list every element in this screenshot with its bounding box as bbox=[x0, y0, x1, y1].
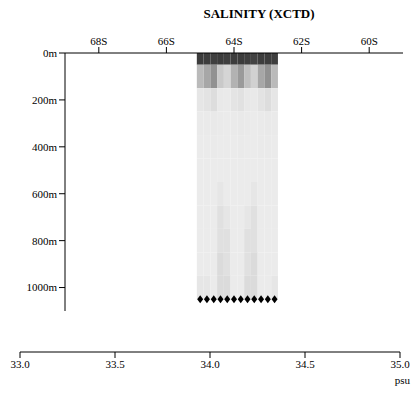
svg-text:0m: 0m bbox=[43, 47, 58, 59]
svg-text:34.0: 34.0 bbox=[200, 358, 220, 370]
html-text:psu: psu bbox=[394, 374, 410, 386]
svg-text:33.5: 33.5 bbox=[105, 358, 125, 370]
svg-text:1000m: 1000m bbox=[26, 281, 57, 293]
svg-text:200m: 200m bbox=[32, 94, 58, 106]
svg-text:400m: 400m bbox=[32, 141, 58, 153]
svg-text:34.5: 34.5 bbox=[295, 358, 315, 370]
html-text:SALINITY (XCTD): SALINITY (XCTD) bbox=[203, 6, 315, 21]
svg-text:66S: 66S bbox=[158, 35, 175, 47]
svg-text:68S: 68S bbox=[90, 35, 107, 47]
svg-text:33.0: 33.0 bbox=[10, 358, 30, 370]
svg-text:62S: 62S bbox=[293, 35, 310, 47]
svg-text:800m: 800m bbox=[32, 235, 58, 247]
svg-text:35.0: 35.0 bbox=[390, 358, 410, 370]
svg-text:60S: 60S bbox=[361, 35, 378, 47]
svg-text:64S: 64S bbox=[225, 35, 242, 47]
svg-text:600m: 600m bbox=[32, 188, 58, 200]
